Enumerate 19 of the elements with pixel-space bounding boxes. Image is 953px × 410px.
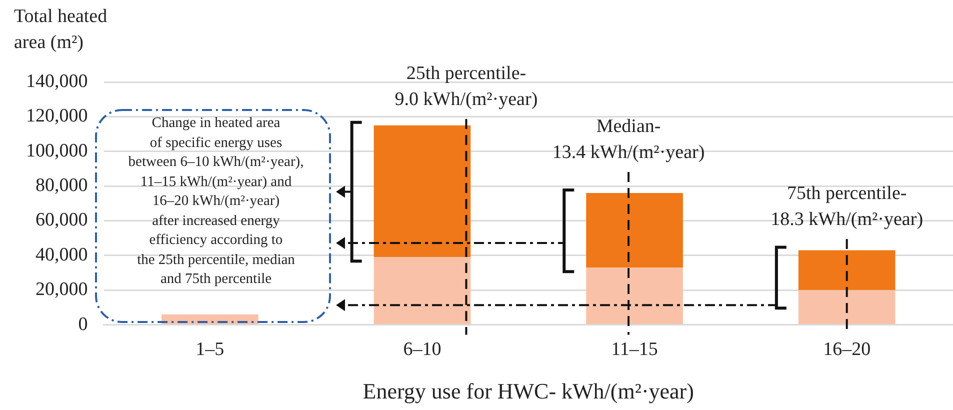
y-axis-title: Total heated area (m²)	[14, 5, 108, 55]
x-tick-label: 1–5	[196, 339, 224, 360]
y-tick-label: 40,000	[36, 244, 88, 266]
y-tick-label: 100,000	[26, 140, 88, 162]
y-tick-label: 80,000	[36, 175, 88, 196]
x-axis-title: Energy use for HWC- kWh/(m²·year)	[362, 378, 694, 404]
annotation: 75th percentile- 18.3 kWh/(m²·year)	[770, 183, 924, 230]
y-tick-label: 140,000	[26, 70, 88, 92]
x-tick-label: 11–15	[611, 339, 658, 360]
y-tick-label: 0	[78, 314, 88, 335]
annotation: Median- 13.4 kWh/(m²·year)	[552, 116, 705, 163]
annotation: 25th percentile- 9.0 kWh/(m²·year)	[394, 63, 538, 110]
bar	[374, 257, 471, 324]
text: Change in heated area of specific energy uses between 6–10 kWh/(m²·year), 11–15 kWh/(m²·year) and 16–20 kWh/(m²·year) after increased energy efficiency according to the 25th percentile, median and 75th percentile	[128, 115, 304, 287]
y-tick-label: 20,000	[36, 279, 88, 300]
y-tick-label: 120,000	[26, 106, 88, 127]
x-tick-label: 16–20	[823, 339, 871, 360]
x-tick-label: 6–10	[403, 339, 442, 360]
y-tick-label: 60,000	[36, 210, 88, 231]
